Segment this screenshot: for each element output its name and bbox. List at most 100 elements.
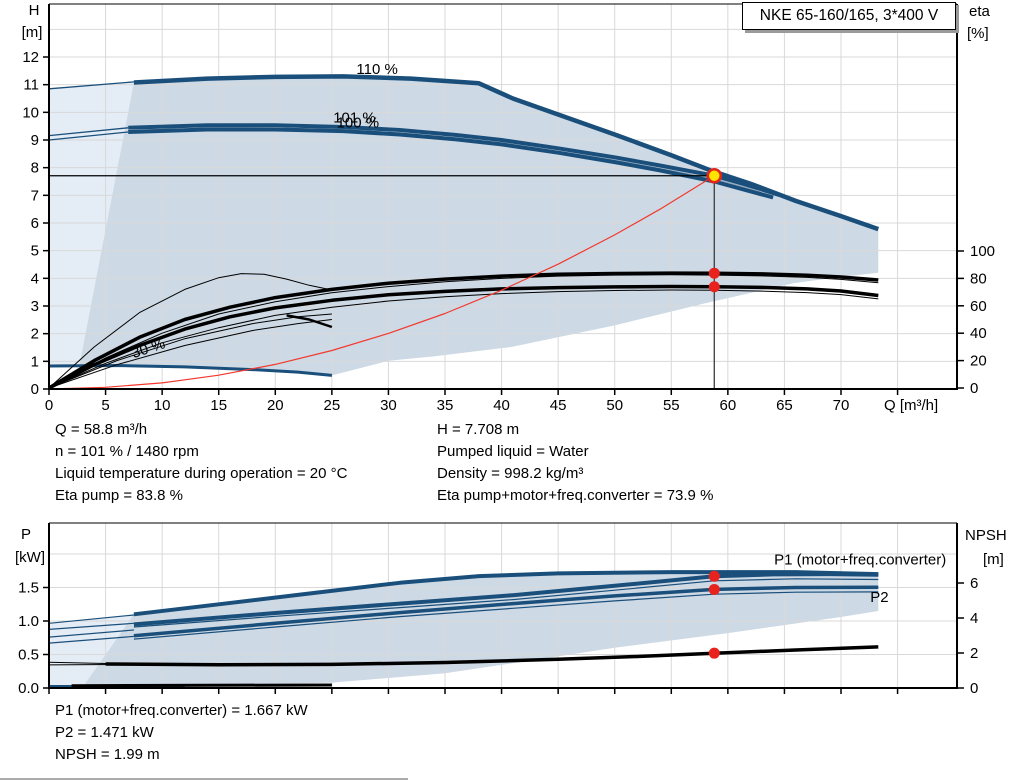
eta-thin-b xyxy=(49,319,332,389)
p1-curve xyxy=(133,572,879,627)
y2-tick-label: 80 xyxy=(970,270,987,287)
x-tick-label: 25 xyxy=(324,397,341,414)
y2-tick-label: 4 xyxy=(970,610,978,627)
info-density: Density = 998.2 kg/m³ xyxy=(437,465,584,482)
y2-tick-label: 20 xyxy=(970,353,987,370)
y-tick-label: 2 xyxy=(31,326,39,343)
x-tick-label: 15 xyxy=(210,397,227,414)
p2-curve xyxy=(133,585,879,638)
y-tick-label: 6 xyxy=(31,215,39,232)
x-tick-label: 55 xyxy=(663,397,680,414)
npsh-curve xyxy=(105,645,879,667)
x-tick-label: 10 xyxy=(154,397,171,414)
allowed-area-dark xyxy=(79,76,879,376)
y2-tick-label: 0 xyxy=(970,380,978,397)
y2-tick-label: 100 xyxy=(970,243,995,260)
duty-info-right: H = 7.708 m Pumped liquid = Water Densit… xyxy=(437,419,713,507)
footer-npsh: NPSH = 1.99 m xyxy=(55,746,160,763)
p2-thin xyxy=(133,591,879,640)
eta-pump-dot xyxy=(708,267,720,279)
operating-point-marker xyxy=(706,167,723,184)
q-axis-label: Q [m³/h] xyxy=(884,397,939,414)
npsh-axis-unit: [m] xyxy=(983,551,1004,568)
p1-curve-label: P1 (motor+freq.converter) xyxy=(774,552,946,569)
eta-total-curve xyxy=(49,284,879,389)
eta-pump-thin xyxy=(49,274,879,389)
y2-tick-label: 40 xyxy=(970,325,987,342)
npsh-dot xyxy=(708,647,720,659)
x-tick-label: 60 xyxy=(720,397,737,414)
ext-line-100 xyxy=(49,131,129,141)
info-liquid: Pumped liquid = Water xyxy=(437,443,589,460)
eta-total-dot xyxy=(708,281,720,293)
p1-max-curve xyxy=(133,570,879,617)
duty-info-left: Q = 58.8 m³/h n = 101 % / 1480 rpm Liqui… xyxy=(55,419,347,507)
bottom-divider xyxy=(0,778,408,780)
h-axis-label: H xyxy=(28,2,40,19)
p1-dot xyxy=(708,570,720,582)
eta-total-thin xyxy=(49,289,879,389)
y-tick-label: 4 xyxy=(31,270,39,287)
x-tick-label: 30 xyxy=(380,397,397,414)
info-h: H = 7.708 m xyxy=(437,421,520,438)
eta-arc-thin xyxy=(49,273,333,389)
x-tick-label: 40 xyxy=(493,397,510,414)
speed-curve-110 xyxy=(133,74,880,232)
npsh-thin-1 xyxy=(49,661,117,665)
info-eta-pump: Eta pump = 83.8 % xyxy=(55,487,183,504)
y2-tick-label: 60 xyxy=(970,298,987,315)
p2-curve-label: P2 xyxy=(870,589,888,606)
result-footer: P1 (motor+freq.converter) = 1.667 kW P2 … xyxy=(55,700,308,766)
label-100-pct: 100 % xyxy=(337,114,380,131)
eta-hook xyxy=(286,314,333,329)
p-axis-label: P xyxy=(20,526,31,543)
y-tick-label: 12 xyxy=(22,49,39,66)
power-area-light xyxy=(49,614,134,687)
system-curve xyxy=(49,175,715,389)
ext-line-110 xyxy=(49,81,134,90)
p1-thin xyxy=(133,578,879,628)
eta-thin-a xyxy=(49,313,332,389)
zero-line-black xyxy=(71,683,332,688)
y-tick-label: 1.0 xyxy=(18,613,39,630)
p-axis-unit: [kW] xyxy=(15,549,45,566)
eta-axis-unit: [%] xyxy=(967,25,989,42)
y-tick-label: 3 xyxy=(31,298,39,315)
p-ext-2 xyxy=(49,622,134,630)
y-tick-label: 9 xyxy=(31,132,39,149)
y-tick-label: 0 xyxy=(31,381,39,398)
p-ext-3 xyxy=(49,629,134,638)
footer-p2: P2 = 1.471 kW xyxy=(55,724,154,741)
p2-dot xyxy=(708,583,720,595)
x-tick-label: 35 xyxy=(437,397,454,414)
x-tick-label: 65 xyxy=(776,397,793,414)
x-tick-label: 5 xyxy=(101,397,109,414)
label-110-pct: 110 % xyxy=(356,61,397,78)
info-n: n = 101 % / 1480 rpm xyxy=(55,443,199,460)
pump-title-box: NKE 65-160/165, 3*400 V xyxy=(742,2,956,30)
allowed-area-light xyxy=(49,82,134,366)
x-tick-label: 45 xyxy=(550,397,567,414)
power-area-dark xyxy=(82,572,879,687)
ext-line-101 xyxy=(49,127,129,137)
y-tick-label: 0.0 xyxy=(18,680,39,697)
x-tick-label: 50 xyxy=(606,397,623,414)
y-tick-label: 1.5 xyxy=(18,580,39,597)
pump-title: NKE 65-160/165, 3*400 V xyxy=(759,7,939,24)
y2-tick-label: 6 xyxy=(970,575,978,592)
y2-tick-label: 0 xyxy=(970,680,978,697)
y-tick-label: 8 xyxy=(31,160,39,177)
eta-axis-label: eta xyxy=(969,3,990,20)
x-tick-label: 20 xyxy=(267,397,284,414)
x-tick-label: 70 xyxy=(833,397,850,414)
label-101-pct: 101 % xyxy=(333,109,376,126)
power-npsh-chart xyxy=(49,523,957,688)
p-ext-1 xyxy=(49,614,134,624)
hq-chart xyxy=(49,4,957,389)
info-temp: Liquid temperature during operation = 20… xyxy=(55,465,348,482)
y-tick-label: 1 xyxy=(31,353,39,370)
npsh-axis-label: NPSH xyxy=(965,527,1007,544)
info-q: Q = 58.8 m³/h xyxy=(55,421,148,438)
